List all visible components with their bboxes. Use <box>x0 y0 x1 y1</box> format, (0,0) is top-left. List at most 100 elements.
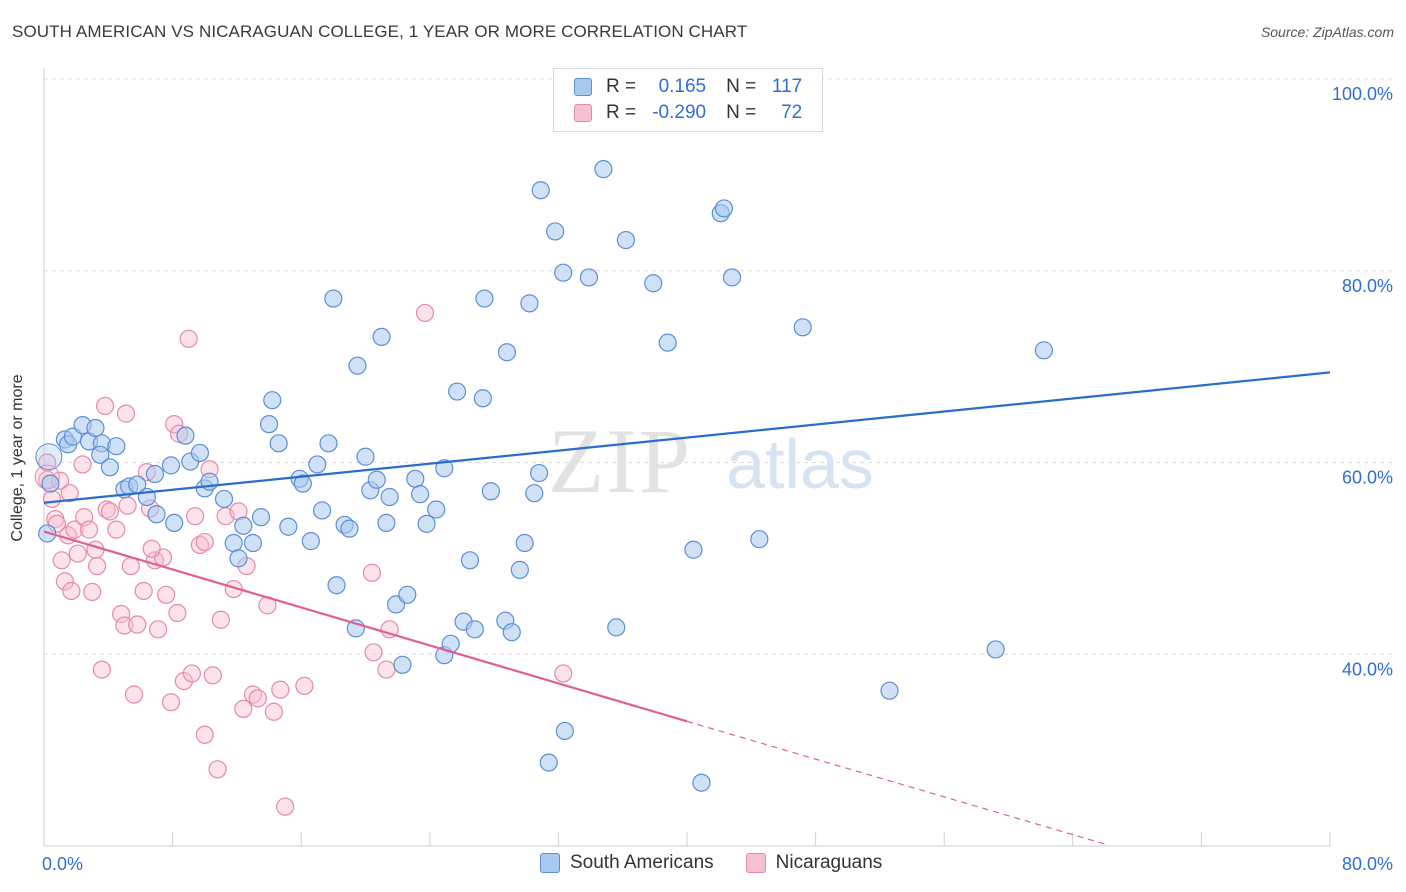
nicaraguan-point <box>234 699 253 718</box>
south-american-point <box>398 585 417 604</box>
nicaraguan-point <box>190 535 210 555</box>
south-american-point <box>594 160 613 179</box>
south-american-point <box>214 489 234 509</box>
south-american-point <box>448 382 467 401</box>
nicaraguan-point <box>115 616 134 635</box>
south-american-point <box>234 516 253 535</box>
south-american-point <box>161 456 181 475</box>
x-tick-label: 80.0% <box>1342 854 1393 874</box>
south-american-point <box>406 469 425 488</box>
south-american-point <box>502 623 521 642</box>
south-american-point <box>251 508 271 527</box>
south-american-point <box>301 532 320 551</box>
nicaraguan-point <box>112 604 131 624</box>
south-american-point <box>658 333 677 352</box>
south-american-point <box>714 199 734 218</box>
y-tick-label: 80.0% <box>1342 276 1393 296</box>
trendlines <box>43 371 1331 845</box>
watermark-atlas: atlas <box>726 425 874 503</box>
south-american-point <box>41 474 60 493</box>
south-american-point <box>100 458 120 477</box>
nicaraguan-point <box>364 643 383 662</box>
nicaraguan-point <box>83 582 102 602</box>
nicaraguan-point <box>157 585 176 604</box>
south-american-point <box>190 443 210 463</box>
south-american-point <box>531 181 550 200</box>
nicaraguan-point <box>377 660 396 679</box>
nicaraguan-point <box>86 540 105 559</box>
nicaraguan-point <box>362 563 382 582</box>
south-american-point <box>750 530 769 549</box>
south-american-point <box>497 343 517 362</box>
south-american-point <box>279 517 298 536</box>
legend-swatch-blue <box>540 853 560 873</box>
tick-labels: 100.0% 80.0% 60.0% 40.0% 0.0% 80.0% <box>42 84 1393 874</box>
legend-r-value: 0.165 <box>658 76 707 97</box>
nicaraguan-point <box>79 520 99 539</box>
south-american-point <box>515 533 534 553</box>
nicaraguan-point <box>95 396 115 416</box>
legend-item-south-americans[interactable]: South Americans <box>540 852 714 874</box>
south-american-point <box>607 618 626 637</box>
nicaraguan-point <box>380 620 399 639</box>
nicaraguan-point <box>195 725 214 744</box>
nicaraguan-point <box>52 551 71 570</box>
south-american-point <box>525 484 544 503</box>
legend-swatch-pink <box>574 104 592 122</box>
watermark-zip: ZIP <box>548 410 692 512</box>
nicaraguan-point <box>100 502 120 521</box>
source-label: Source: ZipAtlas.com <box>1260 24 1394 40</box>
south-american-point <box>35 443 63 471</box>
nicaraguan-point <box>195 532 214 552</box>
chart-title: SOUTH AMERICAN VS NICARAGUAN COLLEGE, 1 … <box>12 22 748 41</box>
legend-n-value: 72 <box>781 102 803 123</box>
nicaraguan-point <box>118 496 137 515</box>
south-american-point <box>243 533 263 553</box>
nicaraguan-point <box>208 760 227 779</box>
nicaraguan-point <box>87 556 107 576</box>
nicaraguan-point <box>168 603 187 623</box>
nicaraguan-point <box>149 620 168 639</box>
nicaraguan-point <box>211 610 230 629</box>
nicaraguan-point <box>271 680 290 699</box>
nicaraguan-point <box>165 415 184 434</box>
nicaraguan-point <box>107 520 126 539</box>
legend-label: South Americans <box>570 852 714 873</box>
nicaraguan-point <box>179 329 198 348</box>
south-american-point <box>793 318 812 337</box>
south-american-point <box>308 455 327 474</box>
south-american-point <box>367 470 386 489</box>
south-american-point <box>520 294 539 313</box>
south-americans-points <box>35 110 1053 792</box>
south-american-point <box>145 464 165 484</box>
south-american-point <box>692 773 711 792</box>
nicaraguan-point <box>554 664 573 683</box>
nicaraguan-point <box>182 664 201 683</box>
south-american-point <box>481 482 500 501</box>
south-american-point <box>312 501 332 520</box>
south-american-point <box>722 268 742 287</box>
south-american-point <box>554 263 573 282</box>
south-american-point <box>475 289 494 308</box>
legend-swatch-blue <box>574 78 592 96</box>
legend-item-nicaraguans[interactable]: Nicaraguans <box>745 852 882 874</box>
south-american-point <box>176 426 195 445</box>
south-american-point <box>539 753 558 772</box>
watermark: ZIP atlas <box>548 410 874 512</box>
nicaraguan-point <box>42 489 62 509</box>
south-american-point <box>165 513 184 533</box>
south-american-point <box>107 437 126 456</box>
legend-row-nicaraguans: R = -0.290 N = 72 <box>574 101 802 125</box>
south-american-point <box>460 551 480 570</box>
south-american-point <box>393 655 412 674</box>
south-american-point <box>465 620 484 639</box>
nicaraguan-point <box>116 404 136 423</box>
legend-r-label: R = <box>606 102 637 123</box>
nicaraguan-point <box>264 702 283 721</box>
stats-legend: R = 0.165 N = 117 R = -0.290 N = 72 <box>553 68 823 132</box>
nicaraguan-point <box>295 676 314 695</box>
south-american-point <box>319 434 338 453</box>
south-american-point <box>229 549 248 568</box>
south-american-point <box>372 327 391 347</box>
south-american-point <box>91 445 110 464</box>
